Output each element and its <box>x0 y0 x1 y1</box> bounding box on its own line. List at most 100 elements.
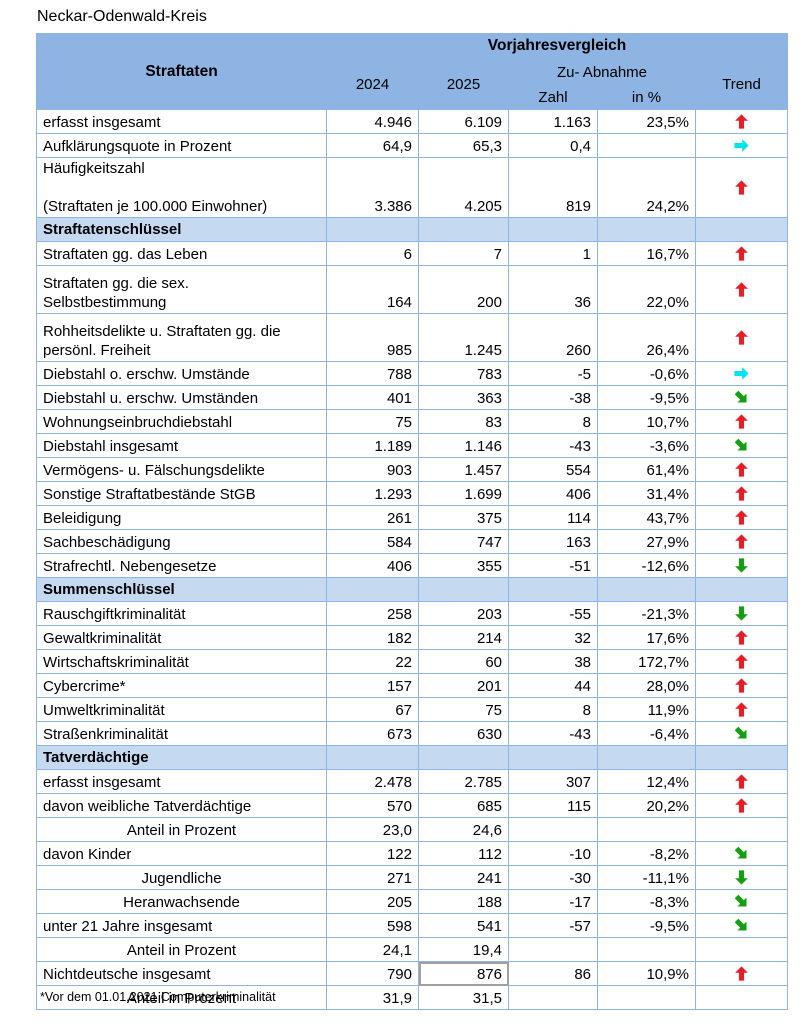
trend-up-arrow-icon <box>735 282 748 297</box>
table-row: Diebstahl insgesamt 1.189 1.146 -43 -3,6% <box>36 433 789 458</box>
trend-cell <box>694 961 789 986</box>
value-pct: -9,5% <box>597 385 696 410</box>
row-label: erfasst insgesamt <box>36 769 327 794</box>
value-2024: 985 <box>326 313 419 362</box>
trend-up-arrow-icon <box>735 678 748 693</box>
value-2025: 7 <box>418 241 509 266</box>
value-zahl: 8 <box>508 409 598 434</box>
trend-down-right-arrow-icon <box>734 438 747 451</box>
trend-up-arrow-icon <box>735 630 748 645</box>
row-label: Anteil in Prozent <box>36 817 327 842</box>
value-pct <box>597 937 696 962</box>
section-empty-cell <box>597 577 696 602</box>
value-2024: 205 <box>326 889 419 914</box>
trend-cell <box>694 529 789 554</box>
row-label: Strafrechtl. Nebengesetze <box>36 553 327 578</box>
value-zahl: 260 <box>508 313 598 362</box>
trend-cell <box>694 361 789 386</box>
value-2024: 903 <box>326 457 419 482</box>
value-2025: 783 <box>418 361 509 386</box>
row-label: Anteil in Prozent <box>36 937 327 962</box>
row-label: Wirtschaftskriminalität <box>36 649 327 674</box>
value-2025: 375 <box>418 505 509 530</box>
value-zahl: 307 <box>508 769 598 794</box>
trend-cell <box>694 157 789 218</box>
trend-cell <box>694 841 789 866</box>
table-row: Anteil in Prozent 23,0 24,6 <box>36 817 789 842</box>
value-pct: -12,6% <box>597 553 696 578</box>
value-2024: 1.189 <box>326 433 419 458</box>
row-label: Sachbeschädigung <box>36 529 327 554</box>
table-row: Rauschgiftkriminalität 258 203 -55 -21,3% <box>36 601 789 626</box>
value-2025: 241 <box>418 865 509 890</box>
value-pct: -9,5% <box>597 913 696 938</box>
value-2024: 261 <box>326 505 419 530</box>
value-zahl: 32 <box>508 625 598 650</box>
section-empty-cell <box>326 577 419 602</box>
row-label: Gewaltkriminalität <box>36 625 327 650</box>
value-2025: 19,4 <box>418 937 509 962</box>
value-pct: 22,0% <box>597 265 696 314</box>
value-2025: 876 <box>418 961 509 986</box>
trend-down-right-arrow-icon <box>734 846 747 859</box>
value-2024: 182 <box>326 625 419 650</box>
value-2025: 24,6 <box>418 817 509 842</box>
value-2024: 6 <box>326 241 419 266</box>
value-pct: 27,9% <box>597 529 696 554</box>
value-2024: 271 <box>326 865 419 890</box>
value-pct <box>597 817 696 842</box>
section-row: Tatverdächtige <box>36 745 789 770</box>
value-zahl: -5 <box>508 361 598 386</box>
value-2025: 60 <box>418 649 509 674</box>
value-2024: 31,9 <box>326 985 419 1010</box>
value-zahl: 114 <box>508 505 598 530</box>
table-body: erfasst insgesamt 4.946 6.109 1.163 23,5% Auf… <box>36 109 789 1010</box>
trend-cell <box>694 649 789 674</box>
row-label: Häufigkeitszahl (Straftaten je 100.000 E… <box>36 157 327 218</box>
table-row: davon weibliche Tatverdächtige 570 685 115 2… <box>36 793 789 818</box>
value-2024: 2.478 <box>326 769 419 794</box>
trend-down-arrow-icon <box>735 558 748 573</box>
section-label: Tatverdächtige <box>36 745 327 770</box>
section-empty-cell <box>418 217 509 242</box>
table-row: Sachbeschädigung 584 747 163 27,9% <box>36 529 789 554</box>
value-pct: 16,7% <box>597 241 696 266</box>
value-2025: 1.457 <box>418 457 509 482</box>
trend-cell <box>694 265 789 314</box>
trend-up-arrow-icon <box>735 114 748 129</box>
header-year-2024: 2024 <box>326 58 419 110</box>
trend-cell <box>694 457 789 482</box>
row-label: Jugendliche <box>36 865 327 890</box>
value-zahl: 36 <box>508 265 598 314</box>
section-empty-cell <box>418 577 509 602</box>
trend-up-arrow-icon <box>735 702 748 717</box>
section-empty-cell <box>508 577 598 602</box>
trend-right-arrow-icon <box>734 139 749 153</box>
table-row: Umweltkriminalität 67 75 8 11,9% <box>36 697 789 722</box>
section-empty-cell <box>597 217 696 242</box>
value-pct: 17,6% <box>597 625 696 650</box>
trend-up-arrow-icon <box>735 330 748 345</box>
trend-cell <box>694 985 789 1010</box>
value-2024: 3.386 <box>326 157 419 218</box>
trend-cell <box>694 673 789 698</box>
value-2025: 747 <box>418 529 509 554</box>
trend-up-arrow-icon <box>735 180 748 195</box>
table-row: Häufigkeitszahl (Straftaten je 100.000 E… <box>36 157 789 218</box>
row-label: Vermögens- u. Fälschungsdelikte <box>36 457 327 482</box>
row-label: Wohnungseinbruchdiebstahl <box>36 409 327 434</box>
table-row: Anteil in Prozent 31,9 31,5 <box>36 985 789 1010</box>
trend-cell <box>694 385 789 410</box>
value-2025: 31,5 <box>418 985 509 1010</box>
value-pct: -8,3% <box>597 889 696 914</box>
trend-up-arrow-icon <box>735 510 748 525</box>
section-empty-cell <box>694 745 789 770</box>
table-row: Wohnungseinbruchdiebstahl 75 83 8 10,7% <box>36 409 789 434</box>
value-2025: 83 <box>418 409 509 434</box>
header-in-prozent: in % <box>597 85 696 110</box>
row-label: Nichtdeutsche insgesamt <box>36 961 327 986</box>
value-2024: 24,1 <box>326 937 419 962</box>
trend-cell <box>694 109 789 134</box>
row-label: Heranwachsende <box>36 889 327 914</box>
value-2025: 201 <box>418 673 509 698</box>
